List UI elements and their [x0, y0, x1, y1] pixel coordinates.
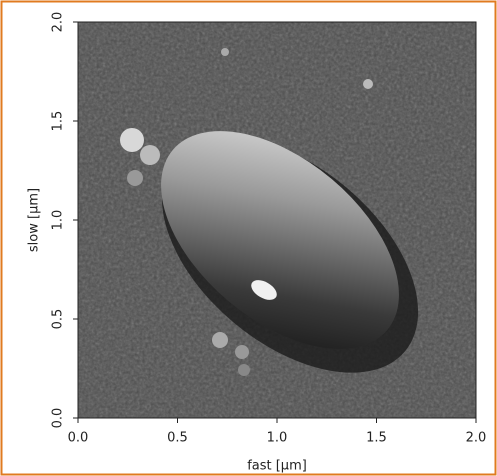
- x-axis-label: fast [µm]: [247, 459, 307, 474]
- x-tick-label: 0.5: [167, 431, 188, 446]
- y-tick-label: 0.5: [51, 309, 66, 330]
- y-tick-label: 0.0: [51, 408, 66, 429]
- y-tick-label: 2.0: [51, 12, 66, 33]
- chart: fast [µm] slow [µm] 0.0 0.5 1.0 1.5 2.0 0.0 0.…: [0, 0, 497, 476]
- x-tick-label: 0.0: [68, 431, 89, 446]
- x-tick-label: 1.0: [267, 431, 288, 446]
- afm-image: [78, 22, 476, 419]
- y-tick-label: 1.5: [51, 111, 66, 132]
- x-tick-label: 2.0: [466, 431, 487, 446]
- y-tick-label: 1.0: [51, 210, 66, 231]
- x-tick-label: 1.5: [366, 431, 387, 446]
- y-axis-label: slow [µm]: [27, 188, 42, 252]
